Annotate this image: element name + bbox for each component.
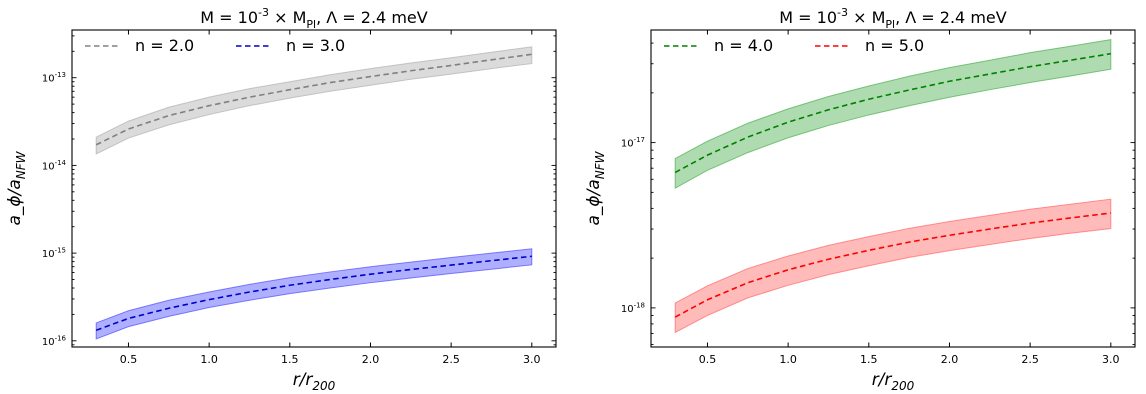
- x-tick-label: 2.0: [362, 353, 380, 366]
- data-point: [1070, 217, 1072, 219]
- data-point: [289, 284, 291, 286]
- data-point: [95, 329, 97, 331]
- series-line: [674, 52, 1111, 174]
- data-point: [329, 279, 331, 281]
- legend-label: n = 4.0: [714, 36, 773, 55]
- y-tick-label: 10-18: [621, 301, 645, 315]
- data-point: [370, 76, 372, 78]
- data-point: [410, 70, 412, 72]
- data-point: [828, 258, 830, 260]
- x-tick-label: 2.0: [941, 353, 959, 366]
- x-tick-label: 0.5: [120, 353, 138, 366]
- data-point: [491, 260, 493, 262]
- data-point: [168, 115, 170, 117]
- y-tick-label: 10-13: [42, 71, 66, 85]
- data-point: [410, 269, 412, 271]
- y-tick-label: 10-16: [42, 334, 67, 348]
- series-line: [95, 255, 532, 331]
- data-point: [868, 98, 870, 100]
- data-point: [531, 255, 533, 257]
- data-point: [989, 73, 991, 75]
- data-point: [674, 316, 676, 318]
- plot-frame: [650, 29, 1136, 348]
- series-line: [95, 53, 532, 146]
- data-point: [531, 53, 533, 55]
- series-band: [95, 248, 533, 340]
- x-tick-label: 1.0: [779, 353, 797, 366]
- data-point: [747, 282, 749, 284]
- x-tick-label: 3.0: [523, 353, 541, 366]
- legend-label: n = 3.0: [286, 36, 345, 55]
- data-point: [828, 109, 830, 111]
- y-axis-label: a_ϕ/aNFW: [584, 150, 607, 225]
- data-point: [249, 291, 251, 293]
- data-point: [1110, 212, 1112, 214]
- data-point: [450, 65, 452, 67]
- series-band: [674, 198, 1112, 334]
- data-point: [787, 269, 789, 271]
- data-point: [868, 250, 870, 252]
- data-point: [787, 121, 789, 123]
- chart-title: M = 10-3 × MPl, Λ = 2.4 meV: [200, 6, 427, 31]
- data-point: [450, 264, 452, 266]
- y-tick-label: 10-15: [42, 247, 66, 261]
- data-point: [168, 307, 170, 309]
- data-point: [128, 318, 130, 320]
- series-band: [674, 39, 1112, 190]
- data-point: [1029, 222, 1031, 224]
- x-tick-label: 2.5: [442, 353, 460, 366]
- data-point: [949, 234, 951, 236]
- x-axis-label: r/r200: [872, 370, 915, 393]
- x-tick-label: 0.5: [699, 353, 717, 366]
- series-band: [95, 46, 533, 155]
- x-tick-label: 3.0: [1102, 353, 1120, 366]
- data-point: [1070, 59, 1072, 61]
- chart-title: M = 10-3 × MPl, Λ = 2.4 meV: [779, 6, 1006, 31]
- data-point: [989, 228, 991, 230]
- data-point: [249, 96, 251, 98]
- y-axis-label: a_ϕ/aNFW: [5, 150, 28, 225]
- data-point: [208, 299, 210, 301]
- legend-label: n = 5.0: [865, 36, 924, 55]
- y-tick-label: 10-17: [621, 136, 645, 150]
- x-tick-label: 2.5: [1021, 353, 1039, 366]
- plot-frame: [71, 29, 557, 348]
- panel-2: 0.5 1.0 1.5 2.0 2.5 3.0 10-18 10-17 M = 10-3 × M…: [584, 6, 1136, 393]
- x-tick-label: 1.5: [860, 353, 878, 366]
- data-point: [949, 80, 951, 82]
- x-tick-label: 1.5: [281, 353, 299, 366]
- data-point: [329, 82, 331, 84]
- data-point: [128, 128, 130, 130]
- series-line: [674, 212, 1111, 318]
- y-tick-label: 10-14: [42, 159, 67, 173]
- data-point: [1110, 53, 1112, 55]
- data-point: [95, 144, 97, 146]
- data-point: [370, 273, 372, 275]
- data-point: [674, 172, 676, 174]
- data-point: [707, 154, 709, 156]
- data-point: [208, 105, 210, 107]
- legend-label: n = 2.0: [135, 36, 194, 55]
- data-point: [289, 89, 291, 91]
- x-tick-label: 1.0: [200, 353, 218, 366]
- data-point: [1029, 66, 1031, 68]
- data-point: [491, 59, 493, 61]
- data-point: [908, 89, 910, 91]
- x-axis-label: r/r200: [293, 370, 336, 393]
- data-point: [707, 299, 709, 301]
- data-point: [908, 241, 910, 243]
- panel-1: 0.5 1.0 1.5 2.0 2.5 3.0 10-16 10-15 10-14 10-13 M …: [5, 6, 557, 393]
- data-point: [747, 136, 749, 138]
